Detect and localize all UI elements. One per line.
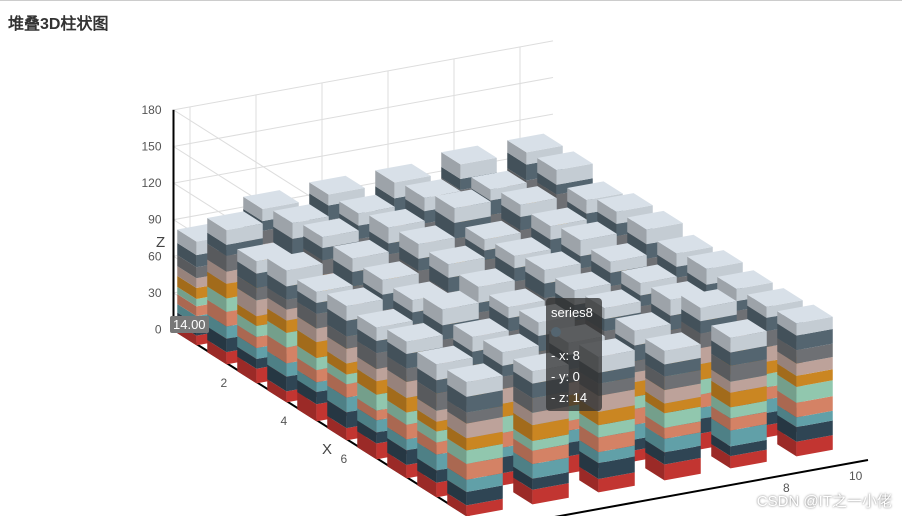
x-axis-name: X xyxy=(322,441,332,458)
bar-stack xyxy=(777,305,833,457)
x-tick-label: 2 xyxy=(221,376,228,390)
z-axis-name: Z xyxy=(156,234,165,251)
tooltip-x: - x: 8 xyxy=(551,345,597,366)
z-axis-pointer-label: 14.00 xyxy=(170,316,209,333)
z-tick-label: 150 xyxy=(141,140,161,154)
z-tick-label: 180 xyxy=(141,103,161,117)
tooltip: series8 - x: 8 - y: 0 - z: 14 xyxy=(546,298,602,411)
x-tick-label: 4 xyxy=(281,414,288,428)
series-color-dot-icon xyxy=(551,327,561,337)
z-tick-label: 60 xyxy=(148,249,162,263)
z-tick-label: 120 xyxy=(141,176,161,190)
bar-stack xyxy=(711,319,767,468)
tooltip-z: - z: 14 xyxy=(551,387,597,408)
watermark: CSDN @IT之一小佬 xyxy=(757,490,892,511)
z-tick-label: 30 xyxy=(148,286,162,300)
tooltip-series: series8 xyxy=(551,302,597,323)
y-tick-label: 10 xyxy=(849,469,863,483)
z-tick-label: 90 xyxy=(148,213,162,227)
tooltip-y: - y: 0 xyxy=(551,366,597,387)
bar-stack xyxy=(447,363,503,516)
x-tick-label: 6 xyxy=(341,452,348,466)
z-tick-label: 0 xyxy=(155,323,162,337)
bar-stack xyxy=(645,332,701,480)
